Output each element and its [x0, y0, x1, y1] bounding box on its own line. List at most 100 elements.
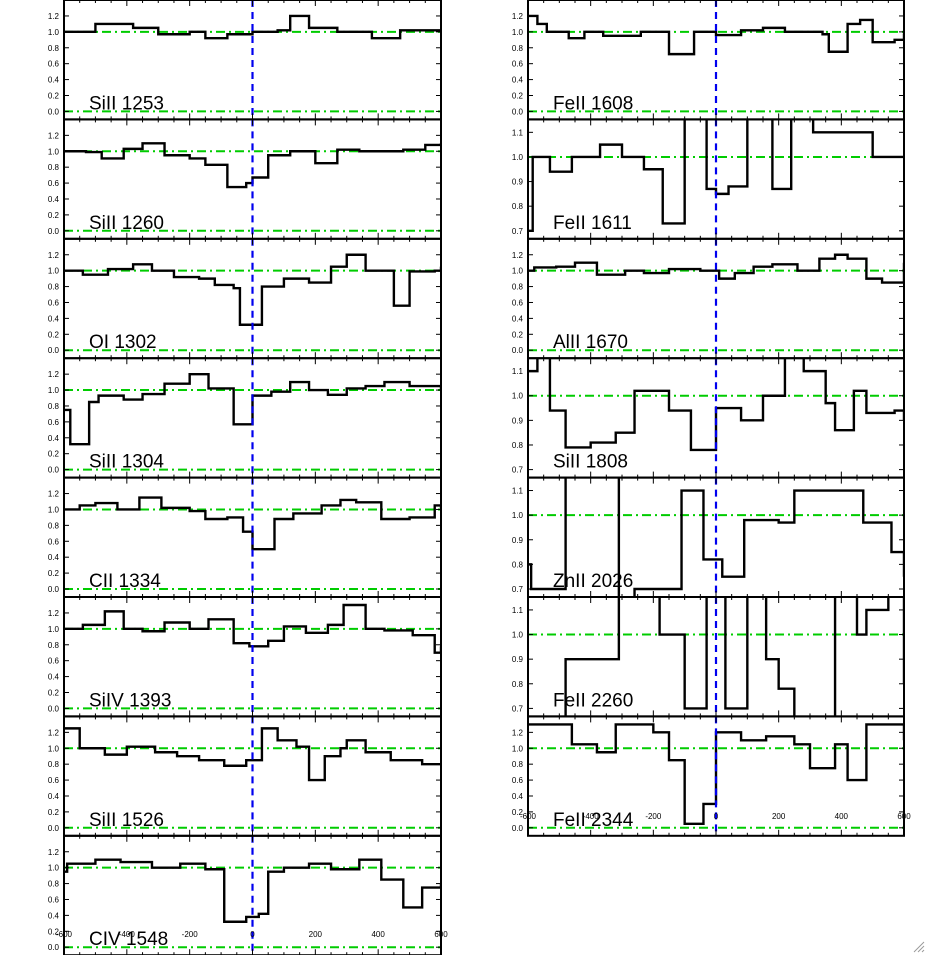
y-tick-label: 0.2 [48, 688, 60, 697]
y-tick-label: 0.8 [512, 441, 524, 450]
y-tick-label: 0.4 [512, 792, 524, 801]
resize-grip-icon[interactable] [913, 941, 925, 953]
x-tick-label: 200 [309, 930, 323, 939]
y-tick-label: 0.8 [48, 521, 60, 530]
spectrum-panel: 0.0 0.2 0.4 0.6 0.8 1.0 1.2 OI 1302 [48, 237, 442, 360]
y-tick-label: 1.1 [512, 367, 524, 376]
y-tick-label: 1.2 [48, 251, 60, 260]
transition-label: AlII 1670 [553, 332, 628, 353]
y-tick-label: 0.4 [48, 911, 60, 920]
y-tick-label: 0.7 [512, 227, 524, 236]
y-tick-label: 1.2 [48, 370, 60, 379]
y-tick-label: 0.6 [512, 298, 524, 307]
spectrum-panel: 0.0 0.2 0.4 0.6 0.8 1.0 1.2 AlII 1670 [512, 237, 905, 360]
spectrum-panel: 0.7 0.8 0.9 1.0 1.1 FeII 1611 [512, 118, 905, 240]
y-tick-label: 1.0 [512, 392, 524, 401]
transition-label: FeII 2344 [553, 810, 634, 831]
y-tick-label: 0.0 [48, 227, 60, 236]
y-tick-label: 0.4 [512, 314, 524, 323]
y-tick-label: 0.0 [48, 107, 60, 116]
spectrum-step-line [64, 603, 441, 654]
x-tick-label: -200 [182, 930, 199, 939]
transition-label: FeII 2260 [553, 690, 633, 711]
spectrum-step-line [528, 119, 904, 232]
y-tick-label: 1.0 [48, 864, 60, 873]
y-tick-label: 1.0 [48, 505, 60, 514]
y-tick-label: 1.0 [512, 631, 524, 640]
transition-label: FeII 1608 [553, 93, 633, 114]
x-tick-label: -400 [119, 930, 136, 939]
left-panel-column: 0.0 0.2 0.4 0.6 0.8 1.0 1.2 SiII 1253 0.0 0.2 0.4 0… [48, 0, 442, 955]
spectrum-panel: 0.0 0.2 0.4 0.6 0.8 1.0 1.2 SiIV 1393 [48, 596, 442, 718]
y-tick-label: 0.6 [48, 657, 60, 666]
y-tick-label: 0.7 [512, 585, 524, 594]
x-tick-label: 0 [250, 930, 255, 939]
y-tick-label: 0.8 [512, 44, 524, 53]
right-panel-column: 0.0 0.2 0.4 0.6 0.8 1.0 1.2 FeII 1608 0.7 0.8 0.9 1… [512, 0, 905, 837]
spectrum-panel: 0.0 0.2 0.4 0.6 0.8 1.0 1.2 CIV 1548 [48, 834, 442, 955]
y-tick-label: 0.7 [512, 466, 524, 475]
y-tick-label: 0.4 [512, 76, 524, 85]
y-tick-label: 0.4 [48, 195, 60, 204]
y-tick-label: 1.2 [48, 728, 60, 737]
y-tick-label: 0.8 [48, 44, 60, 53]
x-tick-label: 600 [434, 930, 448, 939]
y-tick-label: 0.2 [48, 927, 60, 936]
y-tick-label: 0.8 [512, 202, 524, 211]
transition-label: SiII 1808 [553, 452, 628, 473]
y-tick-label: 0.2 [48, 450, 60, 459]
spectrum-panel: 0.7 0.8 0.9 1.0 1.1 FeII 2260 [512, 596, 905, 718]
y-tick-label: 0.0 [48, 704, 60, 713]
y-tick-label: 0.2 [512, 330, 524, 339]
x-tick-label: -200 [645, 812, 662, 821]
transition-label: SiII 1260 [89, 213, 164, 234]
y-tick-label: 1.2 [512, 12, 524, 21]
y-tick-label: 0.4 [48, 553, 60, 562]
y-tick-label: 0.2 [512, 808, 524, 817]
y-tick-label: 1.0 [512, 511, 524, 520]
y-tick-label: 1.1 [512, 606, 524, 615]
transition-label: SiII 1526 [89, 810, 164, 831]
spectrum-step-line [528, 253, 904, 284]
y-tick-label: 0.0 [48, 466, 60, 475]
y-tick-label: 0.8 [512, 560, 524, 569]
spectrum-step-line [528, 14, 904, 56]
spectrum-step-line [64, 858, 441, 923]
y-tick-label: 0.0 [48, 346, 60, 355]
y-tick-label: 0.2 [48, 330, 60, 339]
y-tick-label: 0.2 [48, 808, 60, 817]
y-tick-label: 0.9 [512, 655, 524, 664]
y-tick-label: 0.6 [48, 895, 60, 904]
y-tick-label: 0.8 [512, 680, 524, 689]
spectrum-step-line [64, 142, 441, 189]
x-tick-label: -600 [520, 812, 537, 821]
y-tick-label: 1.2 [48, 131, 60, 140]
left-velocity-axis: -600 -400 -200 0 200 400 600 [56, 930, 448, 939]
y-tick-label: 0.6 [48, 60, 60, 69]
spectrum-step-line [64, 14, 441, 40]
y-tick-label: 0.9 [512, 416, 524, 425]
transition-label: SiII 1253 [89, 93, 164, 114]
transition-label: SiII 1304 [89, 452, 164, 473]
spectrum-step-line [564, 597, 904, 717]
y-tick-label: 0.2 [48, 211, 60, 220]
y-tick-label: 0.8 [48, 880, 60, 889]
y-tick-label: 0.8 [48, 283, 60, 292]
y-tick-label: 0.9 [512, 178, 524, 187]
y-tick-label: 0.4 [48, 792, 60, 801]
x-tick-label: 600 [897, 812, 911, 821]
y-tick-label: 1.2 [48, 12, 60, 21]
spectrum-step-line [64, 253, 441, 326]
y-tick-label: 0.8 [48, 760, 60, 769]
y-tick-label: 0.6 [512, 60, 524, 69]
x-tick-label: 200 [772, 812, 786, 821]
y-tick-label: 0.6 [48, 298, 60, 307]
y-tick-label: 1.0 [48, 28, 60, 37]
y-tick-label: 0.4 [48, 434, 60, 443]
spectrum-panel: 0.0 0.2 0.4 0.6 0.8 1.0 1.2 SiII 1253 [48, 0, 442, 121]
y-tick-label: 0.6 [48, 537, 60, 546]
y-tick-label: 1.1 [512, 128, 524, 137]
y-tick-label: 0.9 [512, 536, 524, 545]
y-tick-label: 1.0 [48, 147, 60, 156]
